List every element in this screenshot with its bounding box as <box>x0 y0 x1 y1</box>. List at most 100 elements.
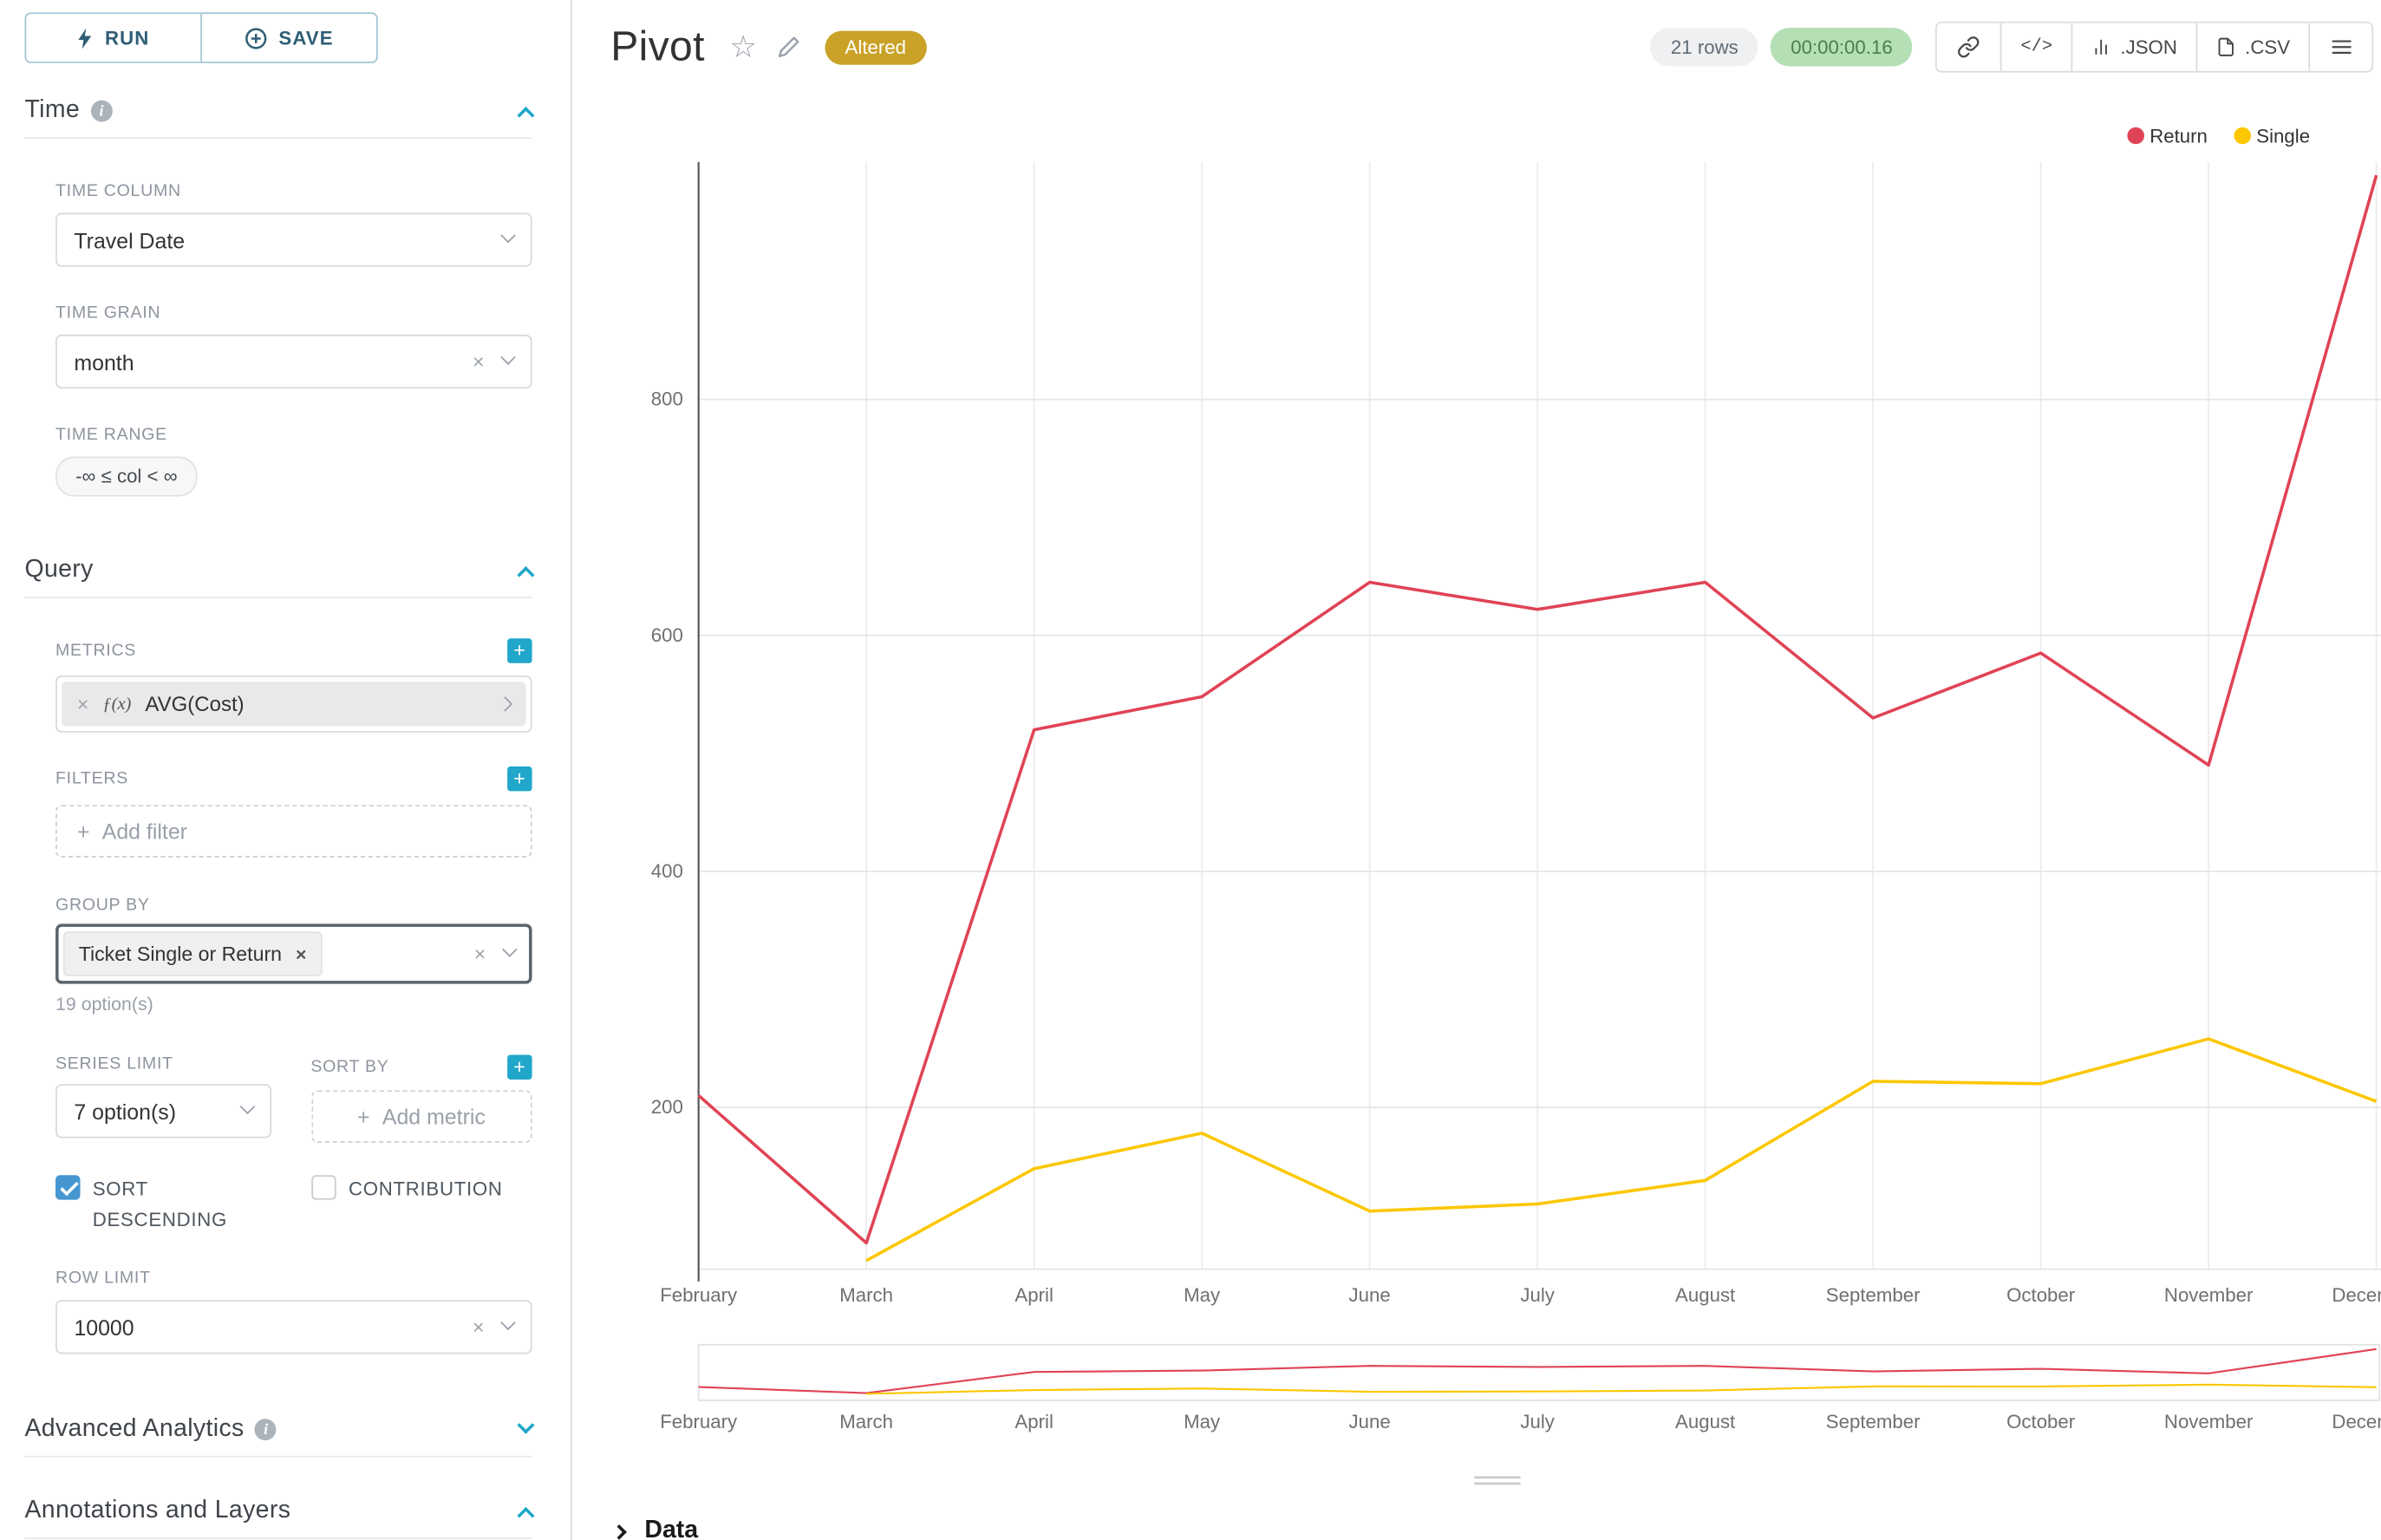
legend-label-single[interactable]: Single <box>2256 126 2310 147</box>
chart-graphic: February <box>660 1411 738 1432</box>
chevron-down-icon <box>500 349 516 365</box>
legend-dot-single[interactable] <box>2234 127 2252 145</box>
chart-graphic: June <box>1349 1284 1391 1306</box>
data-panel-title: Data <box>644 1517 699 1540</box>
legend-dot-return[interactable] <box>2127 127 2144 145</box>
chevron-right-icon[interactable] <box>497 696 513 712</box>
chart-graphic: September <box>1826 1284 1921 1306</box>
remove-tag-icon[interactable]: × <box>296 943 307 965</box>
section-divider <box>24 597 532 599</box>
menu-button[interactable] <box>2308 23 2372 71</box>
add-filter-plus-icon[interactable]: + <box>507 766 532 792</box>
control-panel: RUN SAVE Time i TIME COLUMN Travel Date … <box>0 0 572 1540</box>
section-divider <box>24 137 532 140</box>
series-limit-column: SERIES LIMIT 7 option(s) <box>55 1054 271 1142</box>
series-line-single <box>865 1037 2378 1263</box>
add-metric-placeholder: Add metric <box>382 1104 486 1129</box>
chevron-up-icon[interactable] <box>517 566 535 584</box>
sort-descending-checkbox[interactable] <box>55 1175 81 1200</box>
time-range-label: TIME RANGE <box>55 425 167 445</box>
chart-area: Pivot ☆ Altered 21 rows 00:00:00.16 </> <box>573 0 2381 1540</box>
favorite-star-icon[interactable]: ☆ <box>729 30 758 65</box>
chart-graphic: November <box>2164 1411 2254 1432</box>
export-csv-button[interactable]: .CSV <box>2195 23 2309 71</box>
chart-graphic: April <box>1014 1284 1053 1306</box>
group-by-tag[interactable]: Ticket Single or Return × <box>62 931 323 976</box>
legend-label-return[interactable]: Return <box>2149 126 2208 147</box>
code-icon: </> <box>2020 36 2053 57</box>
edit-icon[interactable] <box>776 34 802 60</box>
remove-metric-icon[interactable]: × <box>76 692 89 716</box>
clear-icon[interactable]: × <box>472 1315 485 1339</box>
chevron-down-icon[interactable] <box>517 1416 535 1434</box>
metric-option[interactable]: × ƒ(x) AVG(Cost) <box>62 682 526 727</box>
chart-graphic: December <box>2332 1411 2381 1432</box>
advanced-analytics-header[interactable]: Advanced Analytics i <box>24 1415 535 1444</box>
run-button[interactable]: RUN <box>24 12 201 63</box>
data-panel-toggle[interactable]: Data <box>611 1517 699 1540</box>
add-metric-plus-icon[interactable]: + <box>507 638 532 663</box>
chart-header: Pivot ☆ Altered 21 rows 00:00:00.16 </> <box>574 0 2381 73</box>
bar-chart-icon <box>2095 39 2107 55</box>
query-section-header[interactable]: Query <box>24 557 535 584</box>
chevron-down-icon <box>500 1315 516 1331</box>
checkbox-row: SORT DESCENDING CONTRIBUTION <box>55 1173 532 1235</box>
save-button[interactable]: SAVE <box>200 12 378 63</box>
time-range-pill[interactable]: -∞ ≤ col < ∞ <box>55 456 198 497</box>
chart-graphic: 800 <box>651 388 683 410</box>
contribution-label: CONTRIBUTION <box>348 1178 503 1200</box>
add-sort-metric-button[interactable]: + Add metric <box>310 1090 532 1143</box>
time-column-select[interactable]: Travel Date <box>55 212 532 267</box>
filters-label: FILTERS + <box>55 766 532 792</box>
series-line-return <box>697 174 2378 1245</box>
info-icon: i <box>90 100 113 122</box>
time-section-title: Time <box>24 97 81 124</box>
embed-code-button[interactable]: </> <box>2000 23 2071 71</box>
add-filter-button[interactable]: + Add filter <box>55 805 532 858</box>
series-limit-value: 7 option(s) <box>74 1099 177 1124</box>
chevron-right-icon <box>611 1524 627 1539</box>
clear-icon[interactable]: × <box>473 942 486 966</box>
copy-link-button[interactable] <box>1937 23 2001 71</box>
time-section-body: TIME COLUMN Travel Date TIME GRAIN month… <box>55 182 532 497</box>
add-sort-metric-plus-icon[interactable]: + <box>507 1054 532 1080</box>
annotations-header[interactable]: Annotations and Layers <box>24 1497 535 1525</box>
clear-icon[interactable]: × <box>472 349 485 374</box>
chart-graphic: August <box>1675 1411 1736 1432</box>
mini-zoom-region[interactable] <box>697 1343 2381 1401</box>
sort-by-label-text: SORT BY <box>310 1058 389 1077</box>
time-grain-select[interactable]: month × <box>55 334 532 389</box>
chart-graphic: March <box>839 1284 893 1306</box>
chart-graphic: 400 <box>651 860 683 882</box>
annotations-title: Annotations and Layers <box>24 1497 291 1524</box>
chart-graphic: June <box>1349 1411 1391 1432</box>
time-column-value: Travel Date <box>74 227 186 252</box>
plus-icon: + <box>76 819 90 844</box>
group-by-label: GROUP BY <box>55 896 150 915</box>
export-json-button[interactable]: .JSON <box>2071 23 2196 71</box>
contribution-option: CONTRIBUTION <box>311 1173 502 1235</box>
info-icon: i <box>255 1419 277 1441</box>
plus-icon: + <box>357 1104 370 1129</box>
query-section-title: Query <box>24 557 94 584</box>
chevron-up-icon[interactable] <box>517 107 535 125</box>
run-button-label: RUN <box>105 27 150 49</box>
contribution-checkbox[interactable] <box>311 1175 336 1200</box>
metrics-label-text: METRICS <box>55 641 137 661</box>
sort-by-label: SORT BY + <box>310 1054 532 1080</box>
chevron-up-icon[interactable] <box>517 1506 535 1525</box>
row-limit-select[interactable]: 10000 × <box>55 1300 532 1354</box>
chart-graphic: April <box>1014 1411 1053 1432</box>
advanced-analytics-title: Advanced Analytics <box>24 1415 245 1442</box>
run-save-button-group: RUN SAVE <box>24 12 532 63</box>
chart-graphic: May <box>1184 1284 1221 1306</box>
time-section-header[interactable]: Time i <box>24 97 535 125</box>
group-by-select[interactable]: Ticket Single or Return × × <box>55 923 532 984</box>
series-limit-select[interactable]: 7 option(s) <box>55 1084 271 1139</box>
chart-graphic: September <box>1826 1411 1921 1432</box>
line-chart[interactable]: 200 400 600 800 February February March March Ap… <box>574 87 2381 1493</box>
section-divider <box>24 1455 532 1458</box>
chevron-down-icon <box>238 1099 255 1115</box>
